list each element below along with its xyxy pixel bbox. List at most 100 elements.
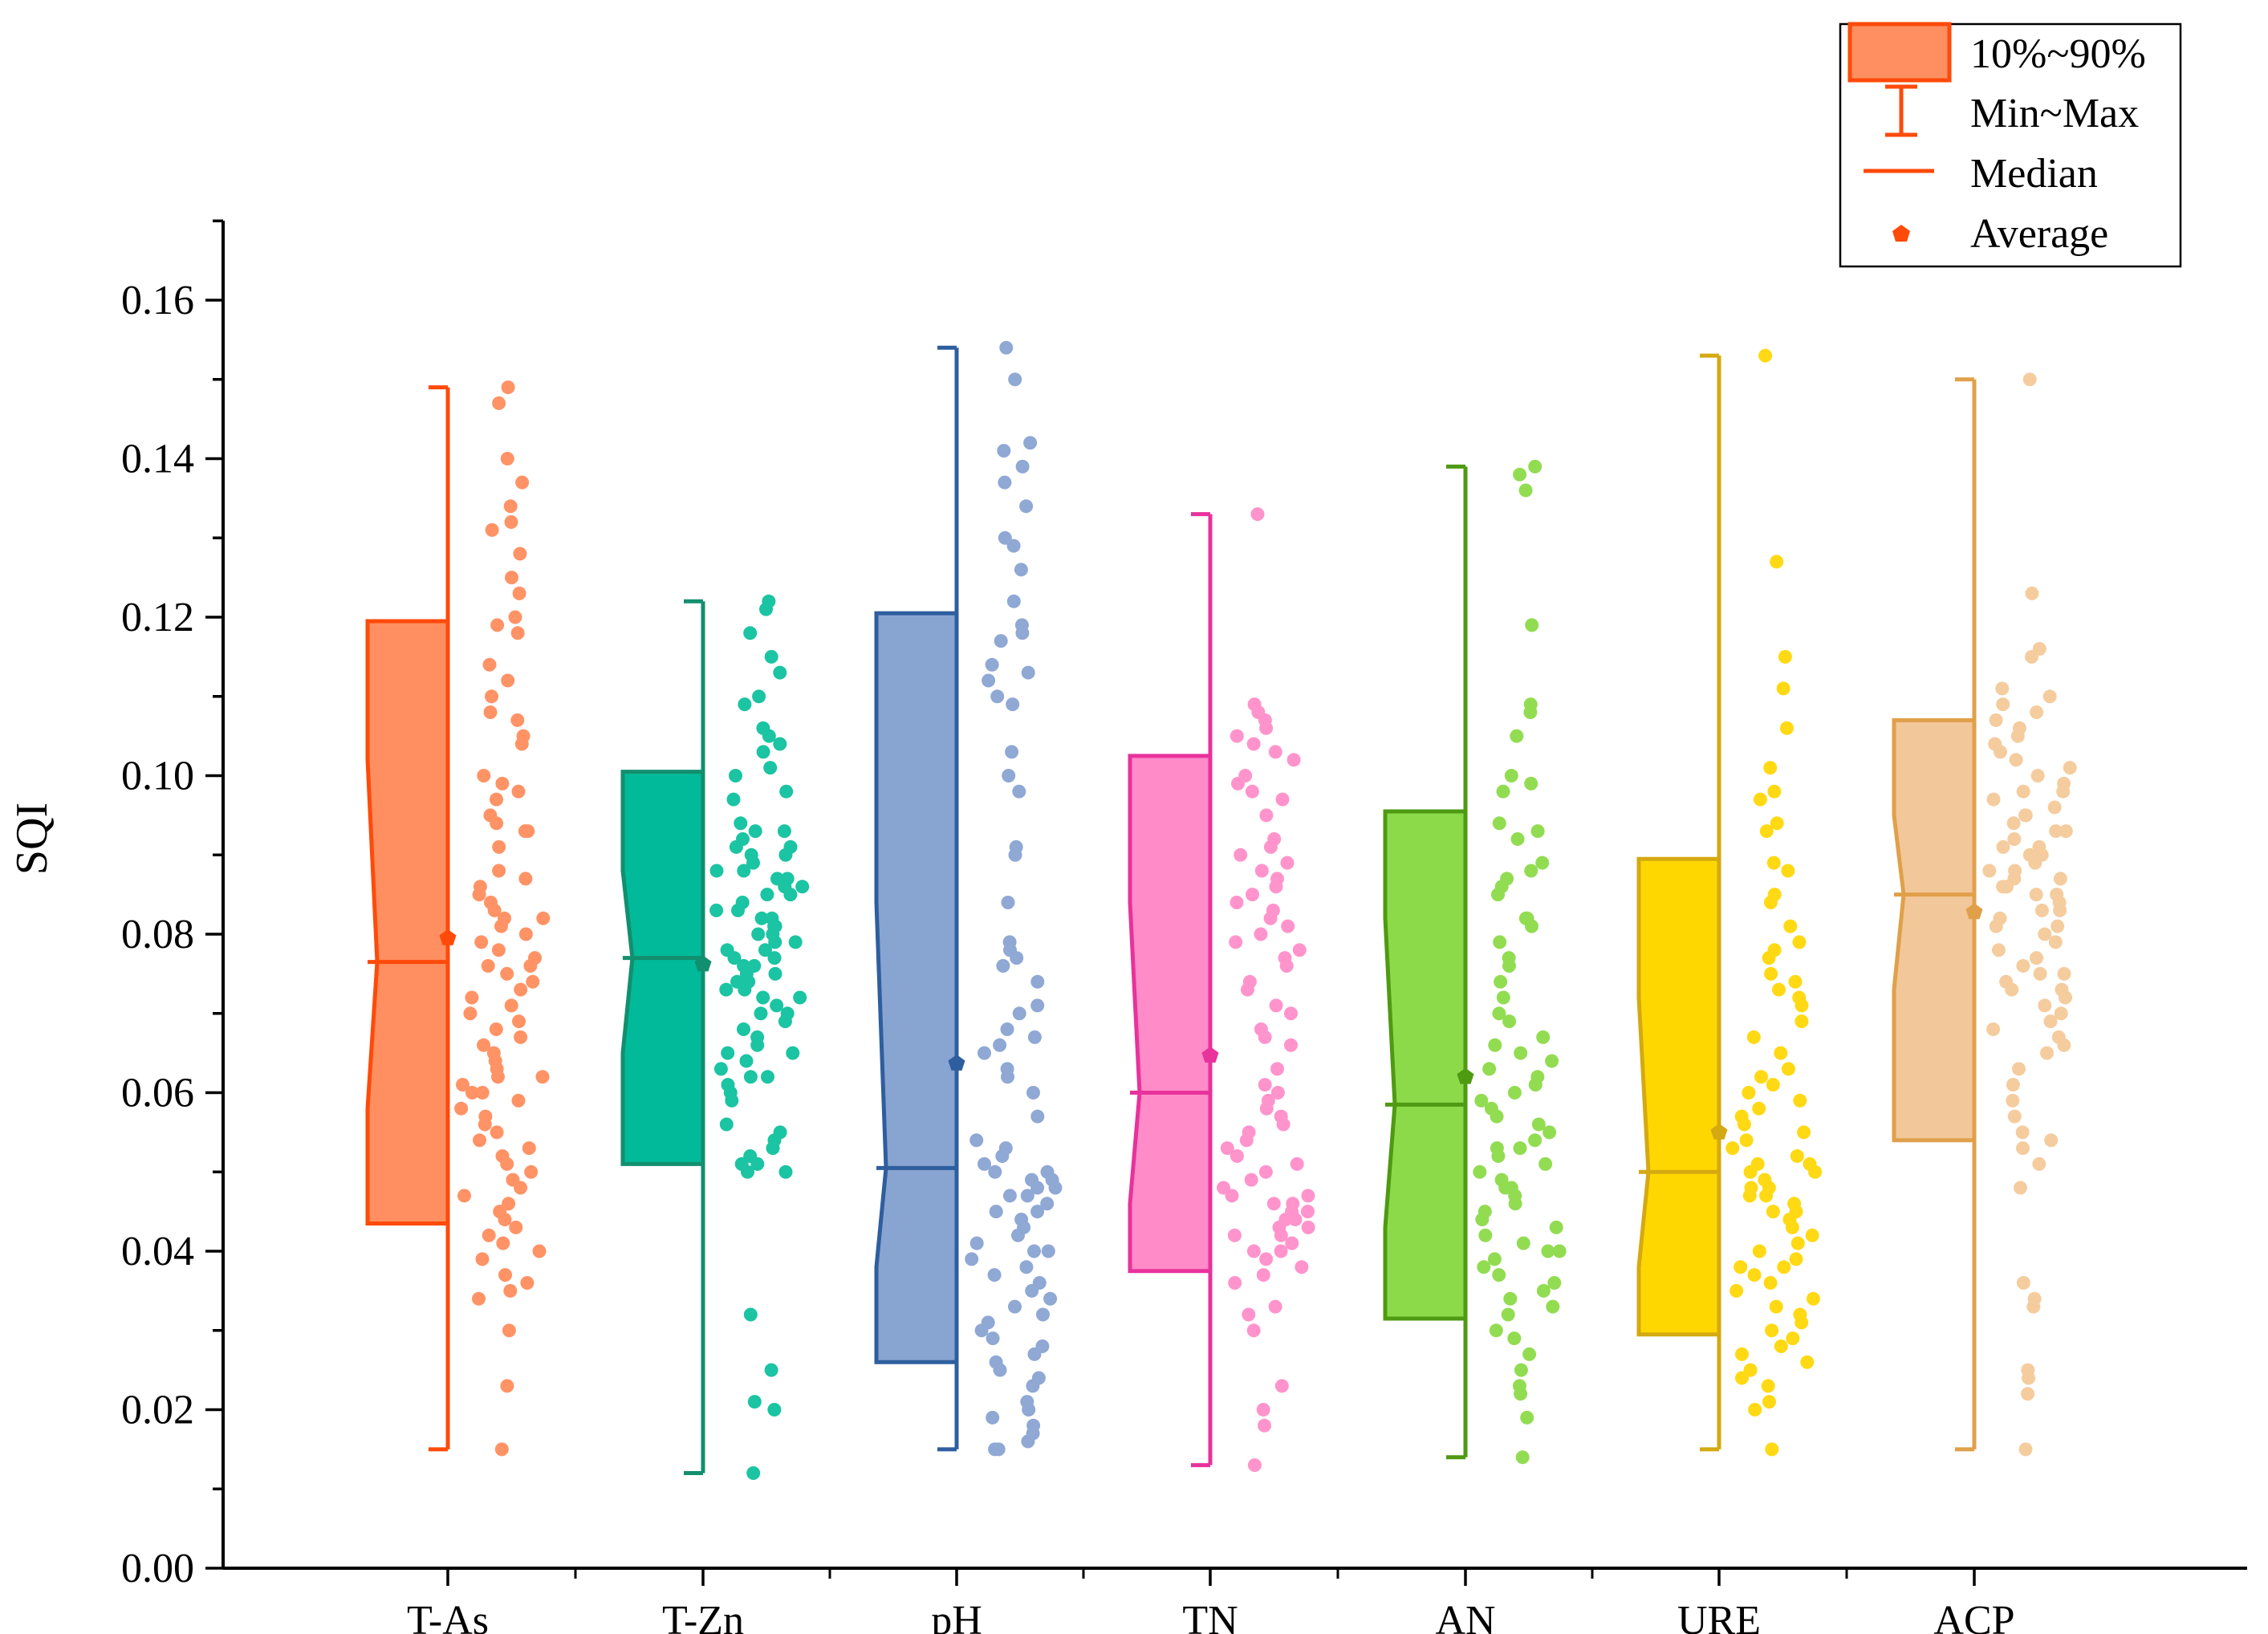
data-point: [1258, 1165, 1273, 1179]
data-point: [504, 998, 518, 1013]
data-point: [1019, 499, 1034, 514]
data-point: [487, 903, 502, 917]
data-point: [1765, 1323, 1779, 1338]
data-point: [2043, 1014, 2058, 1029]
data-point: [1504, 769, 1518, 782]
data-point: [503, 499, 518, 514]
data-point: [2059, 824, 2073, 839]
data-point: [1288, 1213, 1303, 1226]
data-point: [727, 951, 742, 965]
data-point: [2018, 1442, 2033, 1457]
data-point: [1508, 1197, 1522, 1211]
data-point: [1989, 919, 2003, 933]
data-point: [1259, 1252, 1274, 1266]
data-point: [1737, 1117, 1751, 1132]
mean-marker: [1710, 1123, 1728, 1140]
data-point: [986, 1331, 1000, 1346]
data-point: [2016, 1276, 2030, 1290]
data-point: [2015, 1125, 2030, 1140]
data-point: [489, 1022, 503, 1036]
data-point: [761, 1070, 774, 1084]
data-point: [2009, 753, 2023, 767]
data-point: [2006, 816, 2021, 831]
data-point: [1734, 1260, 1748, 1274]
data-point: [1752, 1244, 1766, 1258]
data-point: [1301, 1205, 1315, 1219]
data-point: [1770, 816, 1784, 831]
data-point: [997, 444, 1011, 458]
data-point: [501, 673, 515, 688]
data-point: [490, 792, 503, 807]
data-point: [1516, 1236, 1530, 1250]
data-point: [1263, 839, 1278, 854]
data-point: [494, 1442, 509, 1457]
data-point: [743, 1307, 758, 1322]
data-point: [1000, 1022, 1014, 1036]
data-point: [1474, 1093, 1489, 1108]
data-point: [768, 935, 782, 949]
data-point: [477, 1038, 491, 1052]
data-point: [1770, 555, 1784, 569]
data-point: [1753, 792, 1767, 807]
data-point: [500, 966, 514, 981]
x-tick-label-t-zn: T-Zn: [662, 1598, 744, 1634]
data-point: [2028, 856, 2042, 870]
data-point: [1006, 539, 1021, 553]
data-point: [482, 1228, 496, 1242]
y-axis-title: SQI: [7, 803, 57, 875]
data-point: [752, 689, 766, 704]
x-tick-label-ph: pH: [931, 1598, 982, 1634]
data-point: [1501, 1307, 1515, 1322]
data-point: [501, 380, 515, 395]
data-point: [1012, 784, 1026, 799]
data-point: [1269, 998, 1283, 1013]
data-point: [2007, 832, 2022, 846]
data-point: [1541, 1244, 1555, 1258]
data-point: [746, 1466, 761, 1480]
data-point: [982, 673, 996, 688]
data-point: [1530, 824, 1545, 839]
box-t-zn: [620, 770, 705, 1166]
data-point: [777, 824, 791, 839]
data-point: [764, 649, 778, 664]
data-point: [778, 1165, 793, 1179]
data-point: [510, 713, 525, 727]
data-point: [1774, 1046, 1788, 1060]
data-point: [1040, 1197, 1055, 1211]
data-point: [731, 903, 745, 917]
data-point: [1503, 1291, 1518, 1306]
data-point: [793, 990, 807, 1005]
data-point: [1792, 935, 1807, 949]
data-point: [1473, 1165, 1487, 1179]
data-point: [1489, 1323, 1503, 1338]
data-point: [1785, 1220, 1799, 1234]
data-point: [1492, 1006, 1506, 1021]
data-point: [1030, 1109, 1045, 1124]
data-point: [1008, 1299, 1022, 1314]
data-point: [503, 1283, 518, 1298]
x-tick-label-tn: TN: [1182, 1598, 1238, 1634]
data-point: [1268, 1299, 1282, 1314]
data-point: [1995, 681, 2010, 696]
data-point: [1001, 1070, 1014, 1084]
data-point: [1991, 943, 2006, 957]
data-point: [2025, 586, 2039, 600]
data-point: [1246, 737, 1261, 751]
data-point: [1494, 974, 1508, 989]
data-point: [986, 1410, 1000, 1425]
data-point: [1008, 372, 1022, 387]
data-point: [2049, 824, 2063, 839]
box-an: [1383, 809, 1468, 1321]
data-point: [515, 475, 530, 490]
data-point: [1782, 1062, 1795, 1076]
data-point: [1006, 697, 1020, 712]
data-point: [758, 943, 772, 957]
data-point: [505, 571, 518, 585]
data-point: [1280, 856, 1295, 870]
data-point: [998, 530, 1012, 545]
y-tick-label: 0.00: [121, 1546, 194, 1591]
data-point: [474, 935, 489, 949]
data-point: [1230, 896, 1244, 909]
data-point: [2030, 951, 2043, 965]
x-tick-label-acp: ACP: [1933, 1598, 2014, 1634]
